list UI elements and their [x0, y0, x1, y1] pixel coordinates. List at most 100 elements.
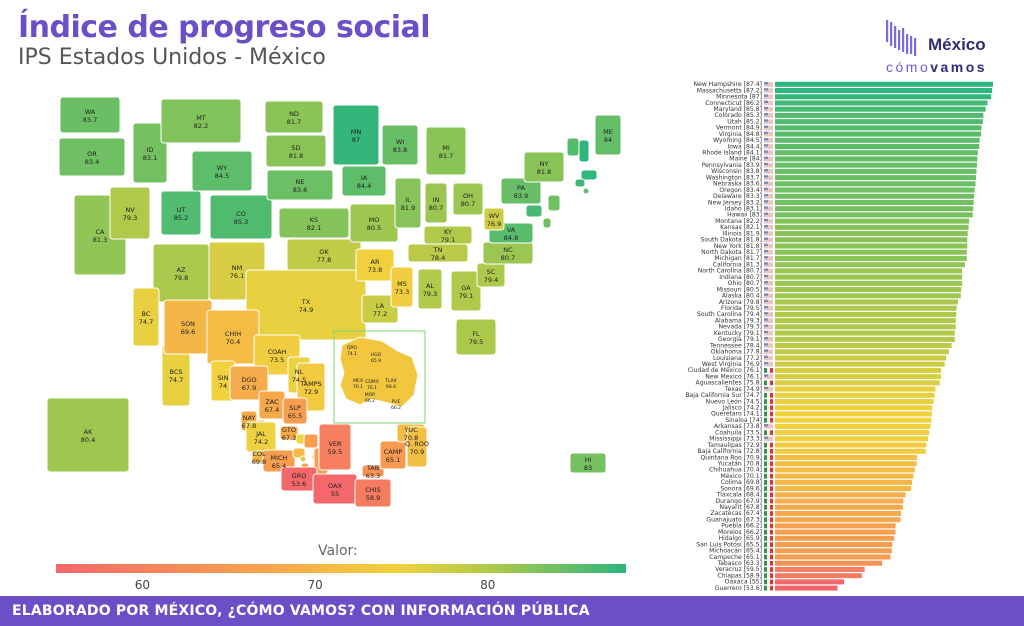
map-region-code: CHIH [225, 330, 241, 338]
bar-row: Coahuila [73.5] [715, 429, 930, 436]
bar-category-label: San Luis Potosí [65.5] [696, 540, 762, 548]
bar-category-label: Tabasco [63.3] [716, 560, 762, 567]
bar-category-label: Georgia [79.1] [718, 336, 762, 343]
mx-flag-right [770, 442, 773, 448]
us-flag-icon [764, 125, 773, 131]
bar-category-label: Quintana Roo [70.9] [700, 454, 762, 461]
bar-category-label: Guanajuato [67.3] [706, 516, 762, 523]
cdmx-zoom-labels: QRO 74.1 HGO 65.9 MEX 70.1 CDMX 76.1 TLA… [347, 345, 401, 411]
mx-flag-icon [764, 542, 767, 547]
bar-row: Hidalgo [65.9] [719, 535, 895, 542]
mx-flag-icon [764, 585, 767, 591]
bar-category-label: Sonora [69.6] [720, 485, 762, 492]
us-flag-icon [764, 355, 773, 361]
map-region-value: 79.5 [469, 338, 483, 346]
ranking-bar-chart: New Hampshire [87.4]Massachusetts [87.2]… [685, 81, 993, 591]
bar [775, 486, 912, 492]
map-region-code: SD [291, 144, 300, 152]
bar [775, 305, 957, 311]
bar-category-label: Sinaloa [74] [725, 417, 762, 424]
zoom-label-cdmx: CDMX [365, 379, 379, 385]
us-flag-canton [764, 169, 768, 172]
bar [775, 206, 974, 212]
map-region-code: NY [540, 160, 549, 168]
bar [775, 237, 968, 243]
bar-row: Arizona [79.8] [719, 299, 959, 306]
mx-flag-right [770, 542, 773, 547]
mx-flag-center [767, 585, 770, 591]
bar-row: South Dakota [81.8] [701, 237, 968, 244]
bar-row: New Jersey [83.2] [708, 199, 974, 206]
map-region-code: NV [125, 206, 135, 214]
map-region [525, 204, 543, 218]
map-region [132, 122, 168, 184]
map-region-code: VA [507, 226, 516, 234]
map-region [303, 433, 319, 449]
map-region-code: CA [96, 228, 106, 236]
bar [775, 430, 930, 436]
bar-category-label: Nevada [79.3] [718, 324, 762, 331]
bar-category-label: New Hampshire [87.4] [694, 81, 762, 88]
bar-row: Sinaloa [74] [725, 417, 932, 424]
bar [775, 94, 992, 100]
map-region-code: GTO [282, 426, 296, 434]
map-region-code: TX [301, 298, 311, 306]
map-region-value: 67.3 [282, 434, 296, 442]
us-flag-canton [764, 94, 768, 97]
map-region-code: IA [361, 174, 368, 182]
bar-category-label: Tamaulipas [72.9] [707, 442, 762, 449]
map-region-value: 74.7 [139, 318, 153, 326]
bar-row: Michigan [81.7] [714, 255, 967, 262]
bar-category-label: Pennsylvania [83.9] [702, 162, 762, 169]
us-flag-icon [764, 94, 773, 100]
map-region-value: 69.6 [181, 328, 195, 336]
bar-category-label: Utah [85.2] [727, 118, 762, 125]
map-region-value: 74.5 [292, 376, 306, 384]
map-region [379, 440, 407, 470]
us-flag-canton [764, 424, 768, 427]
bar [775, 380, 940, 386]
mx-flag-center [767, 498, 770, 504]
mx-flag-icon [764, 492, 767, 498]
map-region-code: ND [289, 110, 299, 118]
mx-flag-icon [764, 554, 767, 560]
map-region-code: NM [232, 264, 242, 272]
bar-row: Louisiana [77.2] [713, 355, 947, 362]
map-region-value: 79.3 [123, 214, 137, 222]
mx-flag-center [767, 417, 770, 423]
map-region-value: 73.5 [270, 356, 284, 364]
bar-category-label: Nebraska [83.6] [713, 181, 762, 188]
bar-category-label: Colima [69.8] [721, 479, 762, 486]
map-region-value: 67.4 [265, 406, 279, 414]
map-region-code: Q. ROO [405, 440, 429, 448]
us-flag-icon [764, 162, 773, 168]
mx-flag-right [770, 492, 773, 498]
map-region-value: 84.8 [504, 234, 518, 242]
mx-flag-icon [764, 473, 767, 479]
bar-row: Nayarit [67.8] [720, 504, 903, 511]
bar-category-label: Aguascalientes [75.8] [696, 380, 762, 387]
bar [775, 560, 883, 566]
bar-row: Wyoming [84.5] [713, 137, 980, 144]
map-region-code: AR [371, 258, 380, 266]
mx-flag-center [767, 542, 770, 547]
mx-flag-center [767, 430, 770, 436]
mx-flag-right [770, 430, 773, 436]
map-region [394, 177, 422, 229]
map-region-code: BCS [169, 368, 182, 376]
map-region [381, 124, 419, 166]
bar-category-label: Connecticut [86.2] [705, 100, 762, 107]
us-flag-icon [764, 324, 773, 330]
us-flag-icon [764, 100, 773, 106]
bar [775, 162, 977, 168]
bar [775, 255, 967, 261]
bar [775, 367, 942, 373]
map-region-value: 84.5 [215, 172, 229, 180]
mx-flag-icon [764, 480, 767, 485]
bar-row: Sonora [69.6] [720, 485, 912, 492]
mx-flag-right [770, 567, 773, 572]
us-flag-icon [764, 181, 773, 187]
bar-row: Kentucky [79.1] [714, 330, 955, 337]
map-region [279, 425, 299, 441]
map-region [566, 137, 580, 157]
